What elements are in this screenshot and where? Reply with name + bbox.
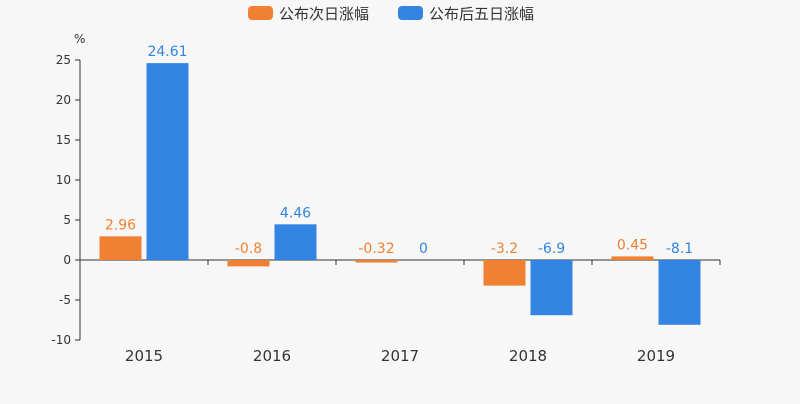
legend-swatch-1 [248, 6, 273, 20]
data-label-2-2016: 4.46 [280, 205, 311, 221]
y-tick-label: 25 [56, 53, 71, 67]
legend: 公布次日涨幅 公布后五日涨幅 [248, 5, 534, 23]
x-tick-label: 2018 [509, 347, 547, 365]
bars [99, 63, 701, 325]
bar-1-2015 [99, 236, 142, 260]
bar-1-2017 [355, 260, 398, 263]
legend-label-2: 公布后五日涨幅 [429, 5, 534, 23]
x-tick-label: 2016 [253, 347, 291, 365]
data-label-1-2018: -3.2 [491, 241, 518, 257]
y-tick-label: -5 [59, 293, 71, 307]
y-axis-unit-label: % [74, 32, 85, 46]
data-label-2-2015: 24.61 [147, 44, 187, 60]
legend-swatch-2 [398, 6, 423, 20]
data-label-2-2018: -6.9 [538, 241, 565, 257]
data-label-2-2019: -8.1 [666, 241, 693, 257]
y-axis: 25 20 15 10 5 0 -5 -10 [51, 53, 81, 347]
x-tick-label: 2019 [637, 347, 675, 365]
bar-1-2019 [611, 256, 654, 260]
data-label-1-2019: 0.45 [617, 237, 648, 253]
legend-label-1: 公布次日涨幅 [279, 5, 369, 23]
y-tick-label: -10 [51, 333, 71, 347]
y-tick-label: 0 [63, 253, 71, 267]
bar-2-2016 [274, 224, 317, 260]
y-tick-label: 20 [56, 93, 71, 107]
y-tick-label: 15 [56, 133, 71, 147]
data-label-1-2015: 2.96 [105, 217, 136, 233]
bar-2-2018 [530, 260, 573, 316]
y-tick-label: 5 [63, 213, 71, 227]
bar-2-2019 [658, 260, 701, 325]
data-label-1-2017: -0.32 [358, 241, 394, 257]
bar-1-2018 [483, 260, 526, 286]
y-tick-label: 10 [56, 173, 71, 187]
x-tick-label: 2017 [381, 347, 419, 365]
x-tick-label: 2015 [125, 347, 163, 365]
data-label-2-2017: 0 [419, 241, 428, 257]
bar-2-2015 [146, 63, 189, 261]
data-label-1-2016: -0.8 [235, 241, 262, 257]
bar-1-2016 [227, 260, 270, 267]
x-axis: 2015 2016 2017 2018 2019 [79, 259, 721, 365]
data-labels: 2.96 24.61 -0.8 4.46 -0.32 0 -3.2 -6.9 0.45 -8.1 [105, 44, 693, 257]
